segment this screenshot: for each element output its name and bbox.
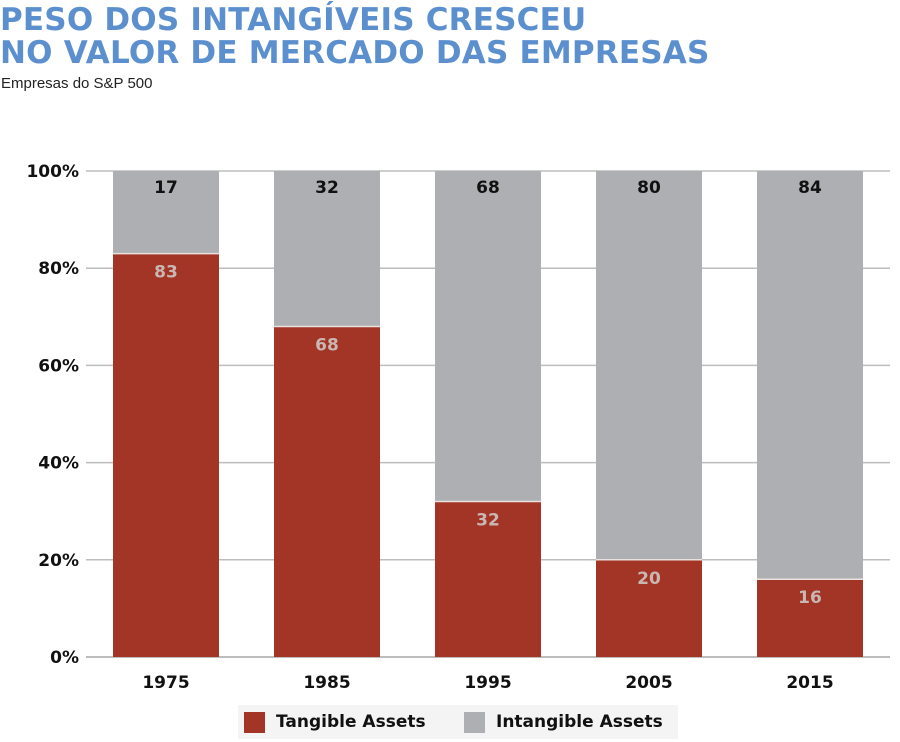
bars	[113, 171, 863, 657]
legend-item-intangible: Intangible Assets	[464, 705, 663, 739]
legend-item-tangible: Tangible Assets	[244, 705, 426, 739]
chart-title-line-2: NO VALOR DE MERCADO DAS EMPRESAS	[0, 35, 710, 71]
data-labels: 17 83 32 68 68 32 80 20 84 16	[154, 178, 822, 608]
x-tick-label: 2005	[625, 673, 672, 693]
y-tick-label: 80%	[38, 259, 79, 279]
data-label-intangible: 84	[798, 178, 822, 198]
x-tick-label: 1995	[464, 673, 511, 693]
bar-tangible	[435, 501, 541, 657]
x-tick-label: 1985	[303, 673, 350, 693]
y-tick-label: 60%	[38, 356, 79, 376]
chart-title: PESO DOS INTANGÍVEIS CRESCEU NO VALOR DE…	[0, 4, 900, 70]
data-label-intangible: 80	[637, 178, 661, 198]
bar-intangible	[435, 171, 541, 502]
bar-tangible	[596, 559, 702, 657]
bar-intangible	[596, 171, 702, 560]
data-label-tangible: 68	[315, 336, 339, 356]
x-tick-label: 1975	[142, 673, 189, 693]
x-axis-ticks: 1975 1985 1995 2005 2015	[142, 673, 833, 693]
chart-title-line-1: PESO DOS INTANGÍVEIS CRESCEU	[0, 2, 587, 38]
y-tick-label: 20%	[38, 551, 79, 571]
y-tick-label: 100%	[26, 162, 79, 182]
bar-intangible	[274, 171, 380, 327]
bar-tangible	[757, 579, 863, 657]
stacked-bar-chart: 0%20%40%60%80%100% 1975 1985 1995 2005 2015 …	[26, 162, 890, 693]
legend-swatch-tangible	[244, 711, 265, 733]
bar-tangible	[274, 326, 380, 657]
data-label-tangible: 20	[637, 569, 661, 589]
data-label-tangible: 83	[154, 263, 178, 283]
x-tick-label: 2015	[786, 673, 833, 693]
data-label-tangible: 32	[476, 510, 500, 530]
chart-subtitle: Empresas do S&P 500	[1, 75, 153, 92]
data-label-tangible: 16	[798, 588, 822, 608]
y-tick-label: 40%	[38, 454, 79, 474]
bar-tangible	[113, 253, 219, 657]
data-label-intangible: 68	[476, 178, 500, 198]
legend-label-tangible: Tangible Assets	[276, 712, 426, 732]
data-label-intangible: 17	[154, 178, 178, 198]
data-label-intangible: 32	[315, 178, 339, 198]
bar-intangible	[113, 171, 219, 254]
y-axis-ticks: 0% 20% 40% 60% 80% 100%	[26, 162, 79, 668]
y-tick-label: 0%	[50, 648, 79, 668]
bar-intangible	[757, 171, 863, 580]
legend-label-intangible: Intangible Assets	[496, 712, 663, 732]
legend: Tangible Assets Intangible Assets	[238, 705, 678, 739]
legend-swatch-intangible	[464, 711, 485, 733]
